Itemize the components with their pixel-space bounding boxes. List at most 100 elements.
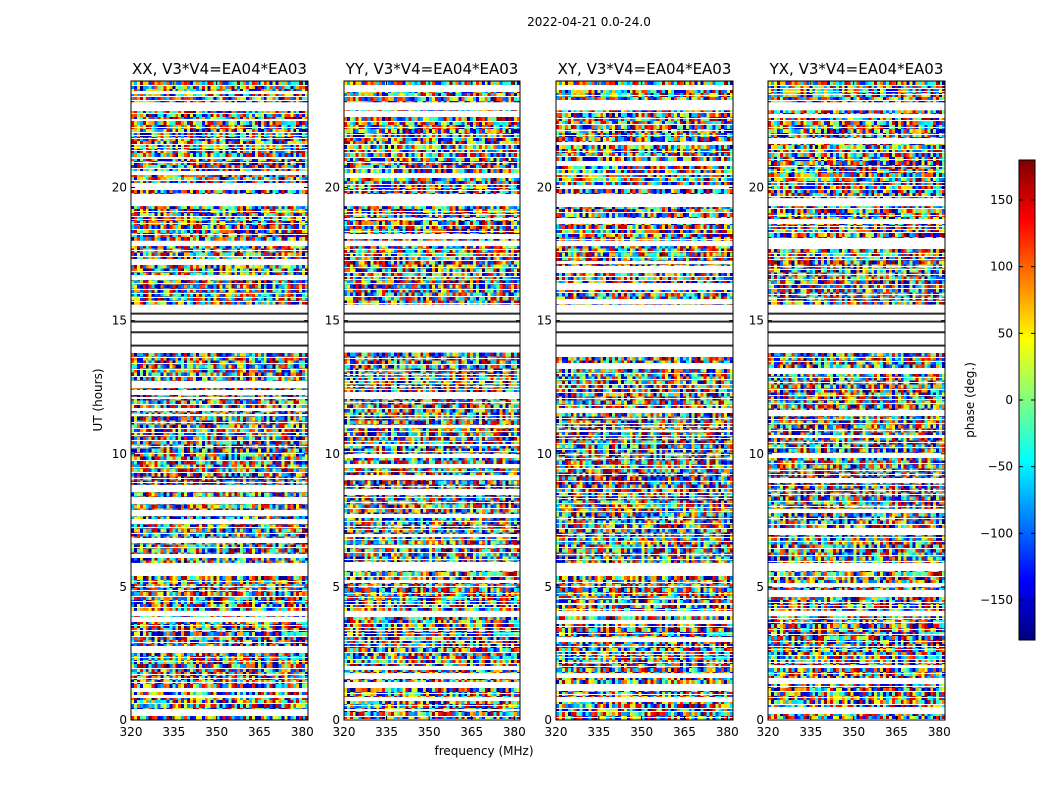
- flag-gap: [768, 298, 945, 299]
- flag-gap: [768, 463, 945, 464]
- sparse-row: [344, 320, 520, 323]
- flag-gap: [131, 703, 308, 704]
- flag-gap: [131, 636, 308, 637]
- flag-gap: [768, 226, 945, 227]
- flag-gap: [768, 159, 945, 160]
- flag-gap: [344, 370, 520, 371]
- flag-gap: [131, 100, 308, 101]
- flag-gap: [131, 194, 308, 199]
- flag-gap: [768, 442, 945, 443]
- panel-frame: [343, 80, 521, 721]
- sparse-row: [556, 312, 733, 315]
- flag-gap: [344, 623, 520, 624]
- flag-gap: [768, 423, 945, 424]
- flag-gap: [131, 293, 308, 294]
- flag-band: [556, 610, 733, 617]
- flag-gap: [131, 581, 308, 582]
- flag-gap: [131, 275, 308, 280]
- flag-gap: [344, 451, 520, 452]
- flag-gap: [556, 299, 733, 304]
- y-tick-label: 0: [332, 713, 340, 727]
- flag-gap: [556, 495, 733, 496]
- flag-gap: [768, 177, 945, 178]
- flag-band: [344, 198, 520, 207]
- x-tick-label: 320: [120, 725, 143, 739]
- flag-gap: [768, 490, 945, 491]
- flag-gap: [131, 533, 308, 534]
- x-tick-label: 380: [928, 725, 951, 739]
- flag-gap: [344, 489, 520, 495]
- flag-band: [768, 102, 945, 111]
- flag-gap: [556, 523, 733, 524]
- flag-gap: [131, 467, 308, 468]
- flag-gap: [344, 716, 520, 717]
- flag-gap: [556, 351, 733, 357]
- flag-gap: [556, 423, 733, 424]
- flag-gap: [344, 260, 520, 261]
- flag-gap: [768, 419, 945, 420]
- flag-gap: [556, 239, 733, 240]
- flag-gap: [131, 138, 308, 139]
- flag-gap: [556, 528, 733, 529]
- flag-gap: [556, 498, 733, 499]
- flag-gap: [556, 694, 733, 695]
- flag-gap: [556, 458, 733, 459]
- flag-gap: [768, 555, 945, 556]
- flag-gap: [344, 652, 520, 653]
- flag-gap: [556, 426, 733, 427]
- flag-gap: [344, 580, 520, 583]
- flag-gap: [768, 501, 945, 502]
- flag-gap: [344, 144, 520, 145]
- flag-gap: [131, 668, 308, 669]
- flag-gap: [768, 395, 945, 396]
- colorbar-ticks: 150 100 50 0 −50 −100 −150: [980, 193, 1035, 607]
- flag-gap: [556, 418, 733, 419]
- sparse-row: [556, 320, 733, 323]
- flag-gap: [768, 485, 945, 486]
- flag-gap: [344, 386, 520, 387]
- flag-gap: [556, 194, 733, 201]
- flag-gap: [768, 256, 945, 257]
- flag-gap: [344, 646, 520, 647]
- flag-gap: [556, 666, 733, 667]
- x-tick-label: 350: [205, 725, 228, 739]
- flag-gap: [131, 219, 308, 220]
- flag-gap: [344, 187, 520, 188]
- flag-gap: [344, 545, 520, 548]
- flag-gap: [768, 127, 945, 128]
- flag-gap: [556, 363, 733, 369]
- flag-gap: [344, 234, 520, 239]
- flag-gap: [768, 707, 945, 714]
- flag-gap: [131, 497, 308, 504]
- flag-gap: [131, 216, 308, 217]
- panel-2: YY, V3*V4=EA04*EA03 320 335 350 365 380 0 5 10 15…: [325, 60, 526, 739]
- flag-gap: [344, 111, 520, 117]
- flag-gap: [131, 661, 308, 662]
- flag-gap: [768, 377, 945, 378]
- flag-gap: [556, 492, 733, 493]
- figure-suptitle: 2022-04-21 0.0-24.0: [527, 15, 651, 29]
- flag-gap: [556, 570, 733, 576]
- flag-gap: [768, 245, 945, 249]
- x-tick-label: 365: [673, 725, 696, 739]
- flag-gap: [344, 211, 520, 212]
- flag-gap: [768, 659, 945, 660]
- flag-gap: [344, 663, 520, 664]
- flag-gap: [768, 85, 945, 86]
- flag-gap: [768, 641, 945, 642]
- y-tick-label: 0: [756, 713, 764, 727]
- flag-band: [556, 562, 733, 571]
- sparse-row: [556, 331, 733, 334]
- flag-gap: [556, 135, 733, 136]
- flag-gap: [131, 211, 308, 212]
- flag-gap: [556, 118, 733, 119]
- flag-gap: [131, 527, 308, 528]
- sparse-row: [768, 312, 945, 315]
- phase-raster: [556, 81, 733, 720]
- y-tick-label: 5: [332, 580, 340, 594]
- flag-gap: [131, 390, 308, 395]
- flag-gap: [131, 538, 308, 543]
- flag-gap: [556, 177, 733, 178]
- y-tick-label: 15: [112, 314, 127, 328]
- flag-gap: [556, 554, 733, 555]
